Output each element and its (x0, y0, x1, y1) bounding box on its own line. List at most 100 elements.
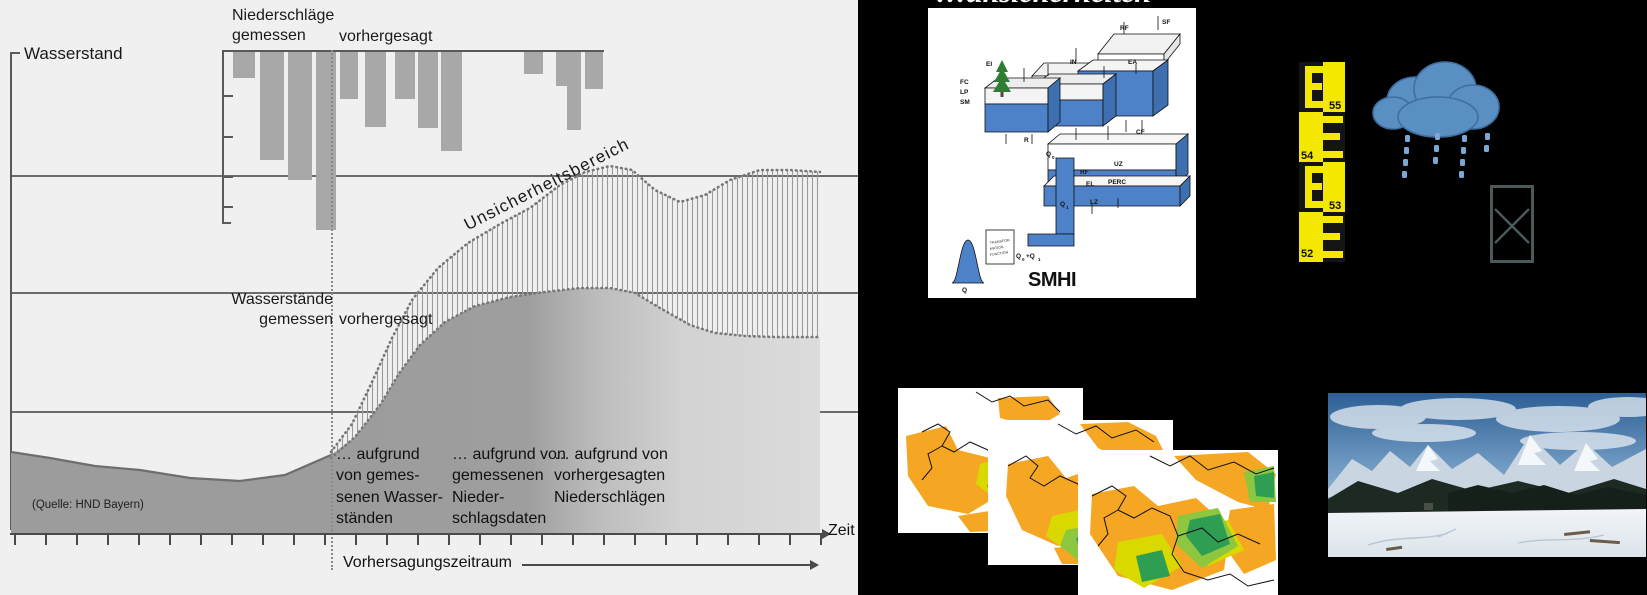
time-axis-tick (696, 535, 698, 545)
time-axis-tick (665, 535, 667, 545)
precip-bar-measured (316, 52, 336, 230)
forecast-period-label: Vorhersagungszeitraum (343, 554, 512, 571)
precip-tick (224, 206, 233, 208)
x-axis-line (10, 533, 830, 535)
x-axis-arrow (822, 529, 831, 539)
svg-text:EI: EI (986, 61, 992, 68)
svg-text:IN: IN (1070, 59, 1077, 66)
svg-text:EL: EL (1086, 181, 1094, 188)
forecast-start-divider (331, 50, 333, 570)
svg-text:PERC: PERC (1108, 179, 1126, 186)
rain-cloud-svg (1372, 61, 1500, 178)
svg-text:MATION: MATION (990, 245, 1005, 251)
svg-text:UZ: UZ (1114, 161, 1123, 168)
time-axis-tick (324, 535, 326, 545)
svg-text:1: 1 (1038, 257, 1041, 262)
svg-text:Q: Q (962, 287, 967, 294)
svg-text:1: 1 (1066, 205, 1069, 210)
explanation-forecast-precip: … aufgrund von vorher­gesagten Niedersch… (554, 446, 668, 506)
svg-text:Q: Q (1060, 201, 1065, 208)
gauge-mark-53: 53 (1329, 200, 1342, 212)
time-axis-tick (386, 535, 388, 545)
svg-text:SM: SM (960, 99, 970, 106)
gauge-svg (1299, 62, 1345, 262)
gauge-mark-52: 52 (1301, 248, 1314, 260)
precip-bar-forecast (567, 52, 581, 130)
precip-bar-measured (288, 52, 312, 180)
precip-bar-forecast (418, 52, 438, 128)
hbv-model-svg: SF RF EI IN EA FC LP SM R CF UZ PERC EL … (951, 16, 1191, 294)
forecast-period-rule (522, 564, 812, 566)
precip-bar-forecast (524, 52, 543, 74)
svg-text:RF: RF (1080, 169, 1089, 176)
svg-text:SF: SF (1162, 19, 1170, 26)
time-axis-tick (262, 535, 264, 545)
time-axis-tick (603, 535, 605, 545)
time-axis-tick (45, 535, 47, 545)
time-axis-tick (572, 535, 574, 545)
precip-tick (224, 95, 233, 97)
level-forecast-label: vorhergesagt (339, 311, 433, 328)
smhi-logo: SMHI (1028, 269, 1077, 291)
rain-cloud-icon (1363, 55, 1508, 195)
precip-y-axis-cap (222, 222, 231, 224)
time-axis-tick (169, 535, 171, 545)
explanation-measured-precip: … aufgrund von gemes­senen Nieder­schlag… (452, 446, 566, 527)
time-axis-tick (293, 535, 295, 545)
water-level-graphic (10, 164, 822, 533)
time-axis-tick (231, 535, 233, 545)
source-note: (Quelle: HND Bayern) (32, 499, 144, 511)
precip-bar-forecast (585, 52, 603, 89)
svg-text:CF: CF (1136, 129, 1145, 136)
svg-text:Q: Q (1016, 253, 1021, 260)
svg-text:RF: RF (1120, 25, 1129, 32)
time-axis-tick (107, 535, 109, 545)
snow-landscape-photo (1328, 393, 1646, 557)
time-axis-tick (76, 535, 78, 545)
time-axis-tick (820, 535, 822, 545)
section-heading-text: …unsicherheiten (936, 0, 1186, 10)
svg-text:TRANSFOR-: TRANSFOR- (990, 238, 1012, 245)
precip-bar-forecast (441, 52, 462, 151)
threshold-rule-high (10, 175, 858, 177)
svg-text:+Q: +Q (1026, 253, 1035, 260)
precip-forecast-maps (898, 388, 1278, 595)
precip-y-axis (222, 50, 224, 224)
time-axis-tick (479, 535, 481, 545)
missing-image-icon (1490, 185, 1534, 263)
gauge-mark-54: 54 (1301, 150, 1314, 162)
precip-bar-forecast (395, 52, 415, 99)
svg-text:FUNCTION: FUNCTION (990, 250, 1009, 257)
y-axis-cap (10, 52, 20, 54)
precip-top-axis (222, 50, 604, 52)
precip-bar-measured (340, 52, 358, 99)
forecast-period-arrow (810, 560, 819, 570)
precip-forecast-label: vorhergesagt (339, 28, 433, 45)
hbv-model-diagram: SF RF EI IN EA FC LP SM R CF UZ PERC EL … (928, 8, 1196, 298)
time-axis-tick (355, 535, 357, 545)
explanation-measured-levels: … aufgrund von gemes­senen Wasser­stände… (336, 446, 443, 527)
precip-measured-label: Niederschläge gemessen (232, 7, 335, 44)
time-axis-tick (14, 535, 16, 545)
precip-bar-measured (260, 52, 284, 160)
precip-tick (224, 136, 233, 138)
svg-text:LP: LP (960, 89, 969, 96)
time-axis-tick (789, 535, 791, 545)
time-axis-tick (200, 535, 202, 545)
hnd-forecast-chart: Wasserstand (0, 0, 858, 595)
time-axis-tick (727, 535, 729, 545)
missing-image-placeholder (1490, 185, 1534, 263)
precip-bar-measured (233, 52, 255, 78)
time-axis-tick (758, 535, 760, 545)
svg-text:FC: FC (960, 79, 969, 86)
x-axis-label: Zeit (828, 522, 855, 539)
svg-text:LZ: LZ (1090, 199, 1098, 206)
time-axis-tick (541, 535, 543, 545)
gauge-mark-55: 55 (1329, 100, 1342, 112)
time-axis-tick (510, 535, 512, 545)
y-axis-line (10, 52, 12, 530)
snow-landscape-svg (1328, 393, 1646, 557)
imagery-panel: …unsicherheiten (858, 0, 1647, 595)
y-axis-label: Wasserstand (24, 44, 123, 63)
svg-text:Q: Q (1046, 151, 1051, 158)
